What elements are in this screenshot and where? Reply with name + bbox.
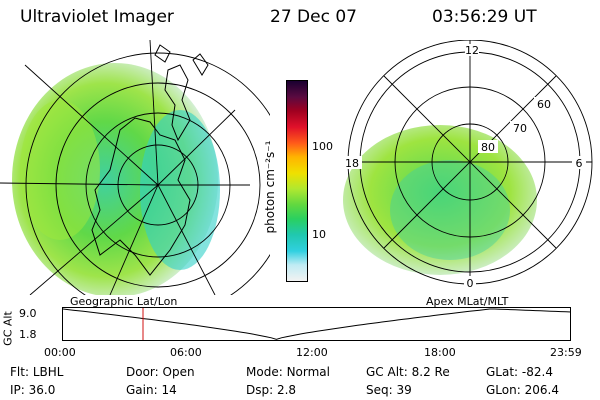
meridian-line: [157, 184, 216, 295]
altitude-tick-9: 9.0: [19, 307, 37, 320]
instrument-title: Ultraviolet Imager: [20, 7, 174, 27]
mlt-line: [383, 75, 557, 249]
apex-caption: Apex MLat/MLT: [426, 295, 509, 308]
mlt-label-6: 6: [576, 157, 583, 170]
altitude-tick-1-8: 1.8: [19, 328, 37, 341]
geographic-map: [0, 40, 270, 295]
island-coastline: [154, 44, 171, 63]
status-glon: GLon: 206.4: [486, 383, 559, 397]
geographic-caption: Geographic Lat/Lon: [70, 295, 178, 308]
colorbar-gradient: [287, 81, 307, 281]
status-dsp: Dsp: 2.8: [246, 383, 297, 397]
status-gain: Gain: 14: [126, 383, 177, 397]
status-glat: GLat: -82.4: [486, 365, 553, 379]
lat-circle: [55, 82, 261, 288]
colorbar: [286, 80, 308, 282]
image-time: 03:56:29 UT: [432, 7, 537, 27]
mlat-label-60: 60: [537, 98, 551, 111]
altitude-curve: [62, 308, 572, 340]
meridian-line: [109, 184, 159, 295]
status-mode: Mode: Normal: [246, 365, 330, 379]
aurora-glow-right: [343, 125, 537, 275]
colorbar-unit-label: photon cm⁻²s⁻¹: [263, 140, 277, 234]
aurora-yellow-patch: [20, 100, 100, 240]
altitude-axis-label: GC Alt: [1, 311, 15, 346]
altitude-plot: [62, 307, 572, 341]
time-tick-0600: 06:00: [170, 346, 202, 359]
mlt-label-0: 0: [467, 277, 474, 290]
mlat-label-80: 80: [481, 141, 495, 154]
time-tick-2359: 23:59: [550, 346, 582, 359]
meridian-line: [24, 64, 159, 186]
status-flt: Flt: LBHL: [10, 365, 64, 379]
status-door: Door: Open: [126, 365, 195, 379]
meridian-line: [29, 184, 159, 295]
island-coastline: [192, 53, 209, 76]
magnetic-map: 12 18 6 0 60 70 80: [342, 40, 593, 290]
status-ip: IP: 36.0: [10, 383, 56, 397]
aurora-cyan-patch: [140, 110, 220, 270]
peninsula-coastline: [164, 64, 191, 142]
status-gc-alt: GC Alt: 8.2 Re: [366, 365, 450, 379]
meridian-line: [0, 182, 159, 186]
status-seq: Seq: 39: [366, 383, 412, 397]
aurora-cyan-patch: [390, 160, 510, 260]
mlat-label-70: 70: [513, 122, 527, 135]
image-date: 27 Dec 07: [270, 7, 357, 27]
time-tick-1200: 12:00: [296, 346, 328, 359]
meridian-line: [149, 40, 159, 186]
colorbar-tick-10: 10: [312, 228, 326, 241]
time-tick-0000: 00:00: [44, 346, 76, 359]
colorbar-tick-100: 100: [312, 140, 333, 153]
mlt-label-18: 18: [345, 157, 359, 170]
altitude-plot-frame: [62, 307, 571, 341]
time-tick-1800: 18:00: [424, 346, 456, 359]
antarctica-coastline: [91, 117, 191, 276]
mlt-label-12: 12: [465, 44, 479, 57]
meridian-line: [157, 109, 236, 186]
lat-circle: [25, 52, 270, 295]
